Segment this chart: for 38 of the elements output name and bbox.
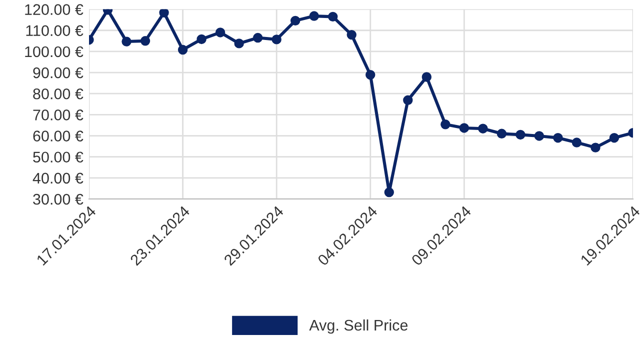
point bbox=[272, 34, 282, 44]
point bbox=[140, 36, 150, 46]
point bbox=[346, 30, 356, 40]
point bbox=[384, 187, 394, 198]
y-tick-label: 30.00 € bbox=[33, 194, 84, 205]
y-tick-label: 90.00 € bbox=[33, 67, 84, 78]
point bbox=[478, 124, 488, 134]
point bbox=[516, 130, 526, 140]
point bbox=[366, 70, 376, 80]
point bbox=[422, 72, 432, 82]
point bbox=[122, 36, 132, 46]
point bbox=[459, 123, 470, 133]
point bbox=[196, 34, 206, 44]
point bbox=[252, 32, 263, 43]
point bbox=[178, 44, 188, 55]
point bbox=[609, 133, 620, 143]
point bbox=[572, 138, 582, 148]
point bbox=[290, 16, 300, 26]
y-tick-label: 70.00 € bbox=[33, 110, 84, 120]
y-tick-label: 100.00 € bbox=[25, 46, 84, 58]
point bbox=[403, 95, 413, 106]
point bbox=[328, 12, 338, 22]
point bbox=[496, 128, 507, 139]
y-tick-label: 120.00 € bbox=[25, 4, 84, 15]
y-tick-label: 110.00 € bbox=[26, 25, 84, 36]
y-tick-label: 40.00 € bbox=[32, 172, 84, 184]
point bbox=[534, 131, 544, 141]
y-tick-label: 60.00 € bbox=[33, 130, 84, 142]
point bbox=[309, 11, 319, 21]
point bbox=[440, 120, 450, 130]
point bbox=[159, 9, 169, 18]
point bbox=[553, 133, 563, 143]
legend-label: Avg. Sell Price bbox=[309, 319, 408, 334]
y-tick-label: 80.00 € bbox=[33, 88, 84, 100]
point bbox=[590, 142, 600, 152]
y-tick-label: 50.00 € bbox=[33, 152, 84, 163]
point bbox=[234, 38, 244, 48]
point bbox=[215, 28, 226, 38]
